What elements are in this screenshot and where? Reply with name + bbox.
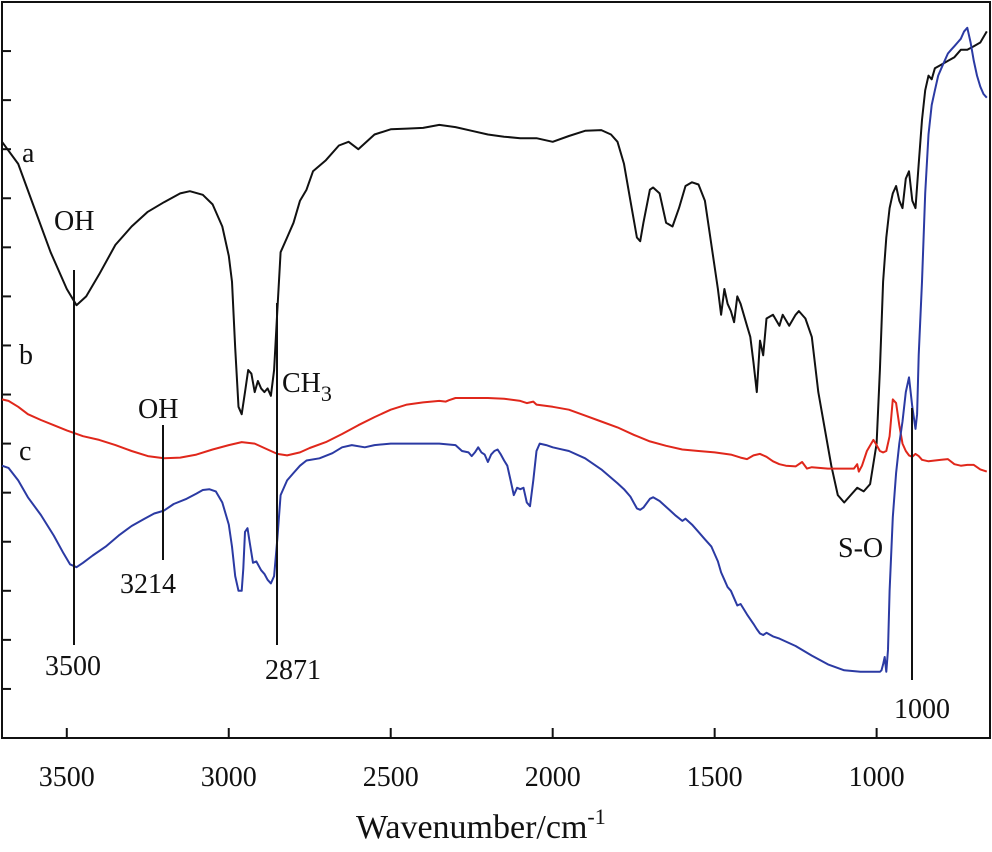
x-axis-tick-labels: 3500 3000 2500 2000 1500 1000 (39, 762, 905, 793)
series-label-a: a (22, 138, 35, 169)
annotation-2871: 2871 (265, 655, 321, 686)
annotation-1000: 1000 (894, 694, 950, 725)
x-tick-label-1000: 1000 (849, 762, 905, 793)
series-line-b (1, 397, 988, 473)
series-line-a (1, 30, 988, 504)
series-label-c: c (19, 436, 31, 467)
annotation-3500: 3500 (45, 651, 101, 682)
x-tick-label-3000: 3000 (201, 762, 257, 793)
x-axis-title-superscript: -1 (587, 804, 605, 829)
x-tick-label-3500: 3500 (39, 762, 95, 793)
x-tick-label-2500: 2500 (363, 762, 419, 793)
annotation-oh-a: OH (54, 206, 94, 237)
plot-frame (1, 1, 991, 739)
annotation-3214: 3214 (120, 569, 176, 600)
y-axis-ticks (2, 50, 11, 690)
annotation-oh-b: OH (138, 394, 178, 425)
annotation-so: S-O (838, 533, 883, 564)
series-label-b: b (19, 340, 33, 371)
x-axis-title-text: Wavenumber/cm (356, 809, 587, 846)
series-layer (1, 26, 988, 673)
x-tick-label-1500: 1500 (687, 762, 743, 793)
series-line-c (1, 26, 988, 673)
annotation-ch3-subscript: 3 (321, 381, 332, 406)
x-axis-title: Wavenumber/cm-1 (356, 804, 606, 846)
annotation-ch3-base: CH (282, 368, 321, 399)
annotation-ch3: CH3 (282, 368, 332, 406)
x-tick-label-2000: 2000 (525, 762, 581, 793)
x-axis-ticks (65, 728, 878, 738)
